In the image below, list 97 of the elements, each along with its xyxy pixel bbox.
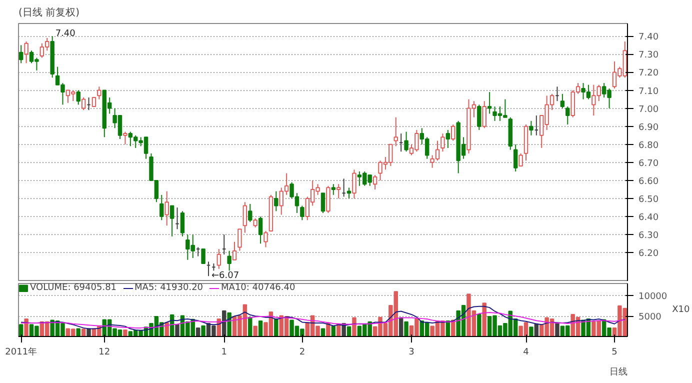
candlestick <box>242 202 248 234</box>
candlestick <box>394 116 398 147</box>
bar <box>404 321 408 336</box>
candlestick <box>331 184 336 196</box>
candlestick <box>170 205 174 237</box>
x-tick-label: 3 <box>408 348 414 358</box>
y-tick-label: 7.10 <box>638 86 659 97</box>
candlestick <box>352 169 356 200</box>
x-tick-label: 2 <box>299 348 306 358</box>
candlestick <box>97 86 102 100</box>
bar <box>352 317 356 336</box>
bar <box>24 318 28 336</box>
bar <box>123 329 128 336</box>
candlestick <box>336 184 341 200</box>
x-tick-label: 12 <box>98 348 110 358</box>
y-tick-label: 7.00 <box>638 104 659 115</box>
candlestick <box>446 129 450 148</box>
bar <box>253 326 258 336</box>
bar <box>18 324 24 336</box>
bar <box>326 322 330 336</box>
bar <box>175 324 180 336</box>
y-tick-label: 6.70 <box>638 158 659 169</box>
y-tick-label: 10000 <box>638 292 668 302</box>
legend-label: VOLUME: 69405.81 <box>30 283 117 293</box>
y-tick-label: 7.20 <box>638 68 659 79</box>
candlestick <box>264 230 268 248</box>
y-tick-label: 5000 <box>638 312 662 323</box>
bar <box>555 322 560 336</box>
y-tick-label: 7.40 <box>638 32 659 43</box>
bar <box>76 328 80 336</box>
y-tick-label: 6.40 <box>638 213 659 224</box>
bar <box>274 318 278 336</box>
bar <box>196 327 200 336</box>
x-tick-label: 1 <box>221 348 227 358</box>
line-series <box>20 306 626 331</box>
candlestick <box>372 174 378 190</box>
bar <box>258 320 263 336</box>
chart-title: (日线 前复权) <box>18 6 80 18</box>
bar <box>529 326 534 336</box>
candlestick <box>513 144 518 172</box>
candlestick <box>560 93 565 109</box>
x-tick-label: 4 <box>523 348 530 358</box>
x-tick-label: 2011年 <box>5 346 38 358</box>
candlestick <box>440 133 445 152</box>
candlestick <box>227 250 232 272</box>
candlestick <box>477 104 482 130</box>
text: X10 <box>672 305 690 315</box>
line-series <box>20 312 626 328</box>
y-tick-label: 6.20 <box>638 249 659 260</box>
candlestick <box>518 152 523 167</box>
candlestick <box>346 187 352 200</box>
candlestick <box>258 216 263 244</box>
y-tick-label: 6.80 <box>638 140 659 151</box>
candlestick <box>123 131 128 145</box>
candlestick <box>216 248 222 270</box>
candlestick <box>487 92 492 114</box>
text: 日线 <box>610 366 628 378</box>
candlestick <box>253 218 258 228</box>
bar <box>164 322 169 336</box>
bar <box>86 328 91 336</box>
candlestick <box>232 241 237 260</box>
legend-label: MA5: 41930.20 <box>134 283 204 293</box>
candlestick <box>201 248 206 264</box>
candlestick <box>238 228 242 252</box>
candlestick <box>482 100 486 129</box>
annotation: ←6.07 <box>211 271 240 282</box>
candlestick <box>451 124 456 142</box>
candlestick <box>566 106 570 126</box>
y-tick-label: 6.90 <box>638 122 659 133</box>
candlestick <box>81 96 86 111</box>
x-tick-label: 5 <box>612 348 618 358</box>
annotation: 7.40 <box>55 29 76 40</box>
candlestick <box>404 131 408 152</box>
bar <box>346 326 352 336</box>
candlestick <box>320 192 326 214</box>
candlestick <box>76 90 80 106</box>
y-tick-label: 6.50 <box>638 195 659 206</box>
legend-label: MA10: 40746.40 <box>221 283 296 293</box>
bar <box>227 312 232 336</box>
candlestick <box>326 185 330 214</box>
candlestick <box>274 190 278 212</box>
bar <box>477 314 482 336</box>
candlestick <box>160 194 164 221</box>
candlestick <box>92 96 96 107</box>
y-tick-label: 7.30 <box>638 50 659 61</box>
bar <box>482 302 486 336</box>
candlestick <box>164 190 169 226</box>
candlestick <box>529 120 534 136</box>
candlestick <box>180 210 185 237</box>
candlestick <box>300 205 304 221</box>
bar <box>81 328 86 336</box>
y-tick-label: 6.30 <box>638 231 659 242</box>
bar <box>201 325 206 336</box>
candlestick <box>248 203 252 222</box>
candlestick <box>24 41 28 64</box>
candlestick <box>18 44 24 64</box>
y-tick-label: 6.60 <box>638 176 659 187</box>
